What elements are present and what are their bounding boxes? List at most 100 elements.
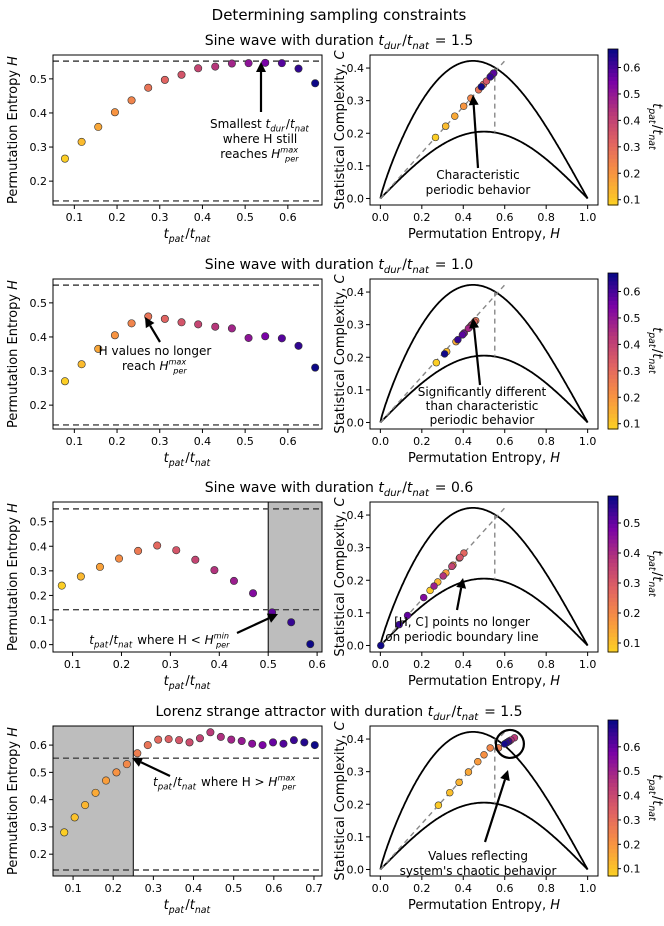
colorbar-segment bbox=[608, 386, 618, 391]
annotation-text: Smallest tdur /tnat bbox=[210, 117, 310, 135]
colorbar-segment bbox=[608, 794, 618, 799]
x-axis-label: Permutation Entropy, H bbox=[408, 227, 560, 242]
y-tick-label: 0.1 bbox=[347, 160, 365, 173]
colorbar-label-group: tpat /tnat bbox=[646, 327, 664, 374]
colorbar-segment bbox=[608, 72, 618, 77]
x-tick-label: 0.2 bbox=[104, 882, 122, 895]
colorbar-segment bbox=[608, 523, 618, 528]
y-tick-label: 0.2 bbox=[30, 399, 48, 412]
right-chart: 0.0 0.2 0.4 0.6 0.8 1.0 0.0 0.1 0.2 0.3 0.4 Permuta… bbox=[333, 50, 599, 242]
colorbar-segment bbox=[608, 76, 618, 81]
data-point bbox=[154, 735, 163, 744]
data-point bbox=[191, 555, 200, 564]
data-point bbox=[451, 112, 459, 120]
colorbar-segment bbox=[608, 507, 618, 513]
colorbar-tick-label: 0.2 bbox=[623, 167, 641, 180]
colorbar-segment bbox=[608, 150, 618, 155]
colorbar-tick-label: 0.6 bbox=[623, 286, 641, 299]
x-axis-label: tpat /tnat bbox=[164, 674, 212, 692]
data-point bbox=[486, 744, 494, 752]
data-point bbox=[81, 801, 90, 810]
y-tick-label: 0.4 bbox=[347, 733, 365, 746]
arrow-head bbox=[266, 613, 278, 623]
left-chart: 0.1 0.2 0.3 0.4 0.5 0.6 0.7 0.2 0.3 0.4 0.5 0.6 tpat… bbox=[6, 725, 323, 916]
panel-title: Sine wave with duration tdur /tnat = 0.6 bbox=[205, 480, 474, 499]
annotation-arrow bbox=[236, 617, 270, 634]
colorbar-segment bbox=[608, 531, 618, 536]
arrow-head bbox=[468, 95, 479, 106]
data-point bbox=[430, 582, 438, 590]
colorbar-segment bbox=[608, 581, 618, 587]
data-point bbox=[133, 749, 142, 758]
colorbar-segment bbox=[608, 644, 618, 649]
colorbar-segment bbox=[608, 358, 618, 364]
x-tick-label: 0.0 bbox=[372, 211, 390, 224]
data-point bbox=[227, 735, 236, 744]
x-tick-label: 0.4 bbox=[194, 435, 212, 448]
x-tick-label: 0.6 bbox=[496, 435, 514, 448]
colorbar-segment bbox=[608, 111, 618, 116]
colorbar-segment bbox=[608, 185, 618, 190]
colorbar-tick-label: 0.4 bbox=[623, 547, 641, 560]
colorbar-segment bbox=[608, 801, 618, 807]
colorbar-segment bbox=[608, 762, 618, 768]
x-tick-label: 0.4 bbox=[455, 658, 473, 671]
colorbar-segment bbox=[608, 577, 618, 583]
colorbar-segment bbox=[608, 860, 618, 865]
data-point bbox=[76, 572, 85, 581]
colorbar-tick-label: 0.1 bbox=[623, 418, 641, 431]
colorbar-segment bbox=[608, 554, 618, 559]
x-tick-label: 0.8 bbox=[537, 882, 555, 895]
y-axis-label: Statistical Complexity, C bbox=[333, 497, 348, 657]
data-point bbox=[244, 59, 253, 68]
x-tick-label: 0.6 bbox=[496, 211, 514, 224]
colorbar-segment bbox=[608, 597, 618, 602]
x-tick-label: 1.0 bbox=[579, 435, 597, 448]
data-point bbox=[237, 736, 246, 745]
colorbar-segment bbox=[608, 60, 618, 66]
data-point bbox=[211, 322, 220, 331]
right-chart: 0.0 0.2 0.4 0.6 0.8 1.0 0.0 0.1 0.2 0.3 0.4 Permuta… bbox=[333, 274, 599, 466]
data-point bbox=[261, 58, 270, 67]
annotation-arrow bbox=[472, 104, 480, 169]
x-tick-label: 0.2 bbox=[108, 435, 126, 448]
data-point bbox=[310, 741, 319, 750]
y-tick-label: 0.2 bbox=[347, 351, 365, 364]
colorbar-tick-label: 0.3 bbox=[623, 365, 641, 378]
colorbar-segment bbox=[608, 370, 618, 375]
x-tick-label: 0.5 bbox=[236, 211, 254, 224]
axes-frame bbox=[369, 54, 599, 206]
colorbar: 0.1 0.2 0.3 0.4 0.5 0.6 tpat /tnat bbox=[607, 48, 664, 207]
y-tick-label: 0.0 bbox=[347, 192, 365, 205]
data-point bbox=[91, 788, 100, 797]
panel-title: Lorenz strange attractor with duration t… bbox=[155, 704, 522, 723]
min-complexity-curve bbox=[379, 577, 589, 647]
colorbar-segment bbox=[608, 327, 618, 333]
y-tick-label: 0.0 bbox=[347, 863, 365, 876]
colorbar-segment bbox=[608, 201, 618, 206]
data-point bbox=[110, 108, 119, 117]
colorbar-segment bbox=[608, 335, 618, 340]
data-point bbox=[153, 541, 162, 550]
data-point bbox=[269, 738, 278, 747]
data-point bbox=[229, 576, 238, 585]
colorbar-segment bbox=[608, 362, 618, 368]
arrow-head bbox=[469, 318, 480, 329]
y-tick-label: 0.5 bbox=[30, 73, 48, 86]
colorbar-segment bbox=[608, 864, 618, 869]
y-tick-label: 0.0 bbox=[347, 639, 365, 652]
colorbar-segment bbox=[608, 390, 618, 395]
data-point bbox=[112, 768, 121, 777]
colorbar-segment bbox=[608, 99, 618, 105]
x-tick-label: 0.3 bbox=[145, 882, 163, 895]
min-complexity-curve bbox=[379, 801, 589, 871]
colorbar-label-group: tpat /tnat bbox=[646, 774, 664, 821]
colorbar-label: tpat /tnat bbox=[646, 103, 664, 151]
colorbar-segment bbox=[608, 739, 618, 744]
data-point bbox=[277, 334, 286, 343]
colorbar-segment bbox=[608, 511, 618, 517]
colorbar-segment bbox=[608, 130, 618, 136]
data-point bbox=[94, 122, 103, 131]
colorbar-segment bbox=[608, 158, 618, 163]
colorbar-segment bbox=[608, 723, 618, 729]
